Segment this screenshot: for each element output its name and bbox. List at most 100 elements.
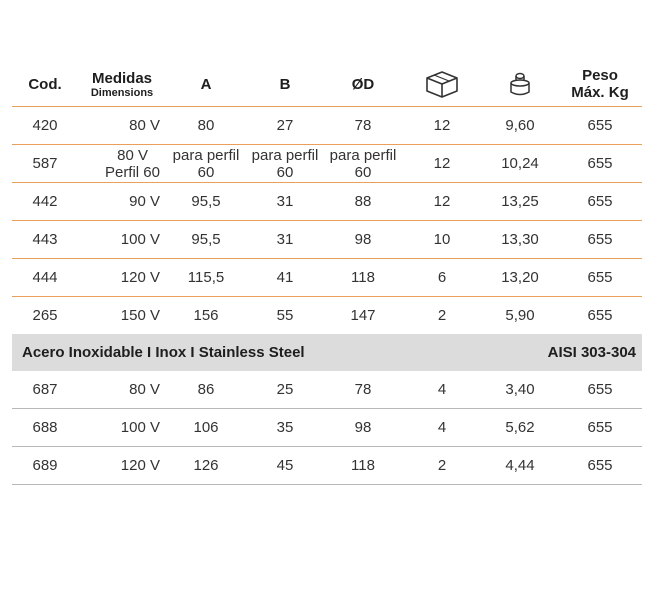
cell-weight: 10,24 bbox=[501, 155, 539, 172]
cell-peso: 655 bbox=[587, 419, 613, 436]
table-row: 265 150 V 156 55 147 2 5,90 655 bbox=[12, 297, 642, 334]
product-table: Cod. Medidas Dimensions A B ØD Peso bbox=[12, 62, 642, 485]
cell-b: 55 bbox=[276, 307, 294, 324]
table-header: Cod. Medidas Dimensions A B ØD Peso bbox=[12, 62, 642, 107]
cell-medidas: 90 V bbox=[129, 193, 160, 210]
cell-peso: 655 bbox=[587, 155, 613, 172]
cell-box-qty: 12 bbox=[433, 155, 451, 172]
cell-peso: 655 bbox=[587, 193, 613, 210]
cell-cod: 265 bbox=[32, 307, 58, 324]
header-a: A bbox=[200, 75, 212, 93]
header-medidas-label: Medidas bbox=[91, 69, 152, 87]
header-b: B bbox=[279, 75, 291, 93]
header-dimensions-label: Dimensions bbox=[90, 86, 154, 99]
cell-medidas: 120 V bbox=[120, 269, 160, 286]
cell-od: 78 bbox=[354, 381, 372, 398]
cell-weight: 13,20 bbox=[501, 269, 539, 286]
table-row: 420 80 V 80 27 78 12 9,60 655 bbox=[12, 107, 642, 145]
cell-medidas: 100 V bbox=[120, 419, 160, 436]
cell-a: 106 bbox=[193, 419, 219, 436]
cell-b: 31 bbox=[276, 231, 294, 248]
table-row: 443 100 V 95,5 31 98 10 13,30 655 bbox=[12, 221, 642, 259]
section-spec: AISI 303-304 bbox=[547, 344, 636, 361]
cell-od: 118 bbox=[351, 269, 375, 286]
cell-a: para perfil 60 bbox=[166, 147, 246, 181]
cell-box-qty: 4 bbox=[437, 419, 447, 436]
cell-box-qty: 4 bbox=[437, 381, 447, 398]
header-peso-label: Peso bbox=[582, 67, 618, 84]
table-row: 587 80 V Perfil 60 para perfil 60 para p… bbox=[12, 145, 642, 183]
cell-weight: 5,90 bbox=[505, 307, 535, 324]
cell-b: 25 bbox=[276, 381, 294, 398]
cell-b-line2: 60 bbox=[276, 163, 294, 181]
cell-box-qty: 12 bbox=[433, 193, 451, 210]
cell-b: para perfil 60 bbox=[246, 147, 324, 181]
cell-peso: 655 bbox=[587, 231, 613, 248]
cell-medidas: 100 V bbox=[120, 231, 160, 248]
cell-weight: 4,44 bbox=[505, 457, 535, 474]
cell-box-qty: 2 bbox=[437, 307, 447, 324]
cell-box-qty: 2 bbox=[437, 457, 447, 474]
header-medidas: Medidas Dimensions bbox=[78, 70, 166, 99]
cell-b: 45 bbox=[276, 457, 294, 474]
cell-medidas: 80 V Perfil 60 bbox=[78, 147, 166, 181]
cell-cod: 688 bbox=[32, 419, 58, 436]
cell-a-line2: 60 bbox=[197, 163, 215, 181]
box-icon bbox=[402, 69, 482, 99]
cell-a: 95,5 bbox=[191, 231, 221, 248]
cell-peso: 655 bbox=[587, 307, 613, 324]
cell-b: 31 bbox=[276, 193, 294, 210]
cell-a-line1: para perfil bbox=[172, 146, 240, 164]
cell-od: 88 bbox=[354, 193, 372, 210]
cell-cod: 444 bbox=[32, 269, 58, 286]
cell-b: 41 bbox=[276, 269, 294, 286]
cell-peso: 655 bbox=[587, 381, 613, 398]
table-row: 687 80 V 86 25 78 4 3,40 655 bbox=[12, 371, 642, 409]
cell-od: 118 bbox=[351, 457, 375, 474]
cell-box-qty: 6 bbox=[437, 269, 447, 286]
cell-od: 98 bbox=[354, 231, 372, 248]
cell-weight: 13,25 bbox=[501, 193, 539, 210]
cell-weight: 9,60 bbox=[505, 117, 535, 134]
cell-weight: 3,40 bbox=[505, 381, 535, 398]
header-peso: Peso Máx. Kg bbox=[558, 67, 642, 101]
cell-medidas: 80 V bbox=[129, 117, 160, 134]
cell-peso: 655 bbox=[587, 269, 613, 286]
cell-box-qty: 12 bbox=[433, 117, 451, 134]
weight-icon bbox=[482, 70, 558, 98]
cell-cod: 420 bbox=[32, 117, 58, 134]
cell-box-qty: 10 bbox=[433, 231, 451, 248]
cell-od-line2: 60 bbox=[354, 163, 372, 181]
cell-cod: 687 bbox=[32, 381, 58, 398]
cell-a: 80 bbox=[197, 117, 215, 134]
cell-cod: 689 bbox=[32, 457, 58, 474]
cell-cod: 587 bbox=[32, 155, 58, 172]
cell-medidas: 150 V bbox=[120, 307, 160, 324]
cell-cod: 442 bbox=[32, 193, 58, 210]
section-header-stainless: Acero Inoxidable I Inox I Stainless Stee… bbox=[12, 334, 642, 371]
cell-b: 27 bbox=[276, 117, 294, 134]
cell-medidas: 80 V bbox=[129, 381, 160, 398]
cell-od-line1: para perfil bbox=[329, 146, 397, 164]
cell-od: 78 bbox=[354, 117, 372, 134]
cell-a: 115,5 bbox=[187, 269, 225, 286]
table-row: 689 120 V 126 45 118 2 4,44 655 bbox=[12, 447, 642, 485]
header-od: ØD bbox=[351, 75, 375, 93]
header-cod: Cod. bbox=[28, 75, 62, 93]
header-max-kg-label: Máx. Kg bbox=[571, 84, 629, 101]
section-title: Acero Inoxidable I Inox I Stainless Stee… bbox=[22, 344, 305, 361]
cell-weight: 5,62 bbox=[505, 419, 535, 436]
table-row: 442 90 V 95,5 31 88 12 13,25 655 bbox=[12, 183, 642, 221]
cell-a: 156 bbox=[193, 307, 219, 324]
table-row: 444 120 V 115,5 41 118 6 13,20 655 bbox=[12, 259, 642, 297]
cell-b-line1: para perfil bbox=[251, 146, 319, 164]
cell-a: 86 bbox=[197, 381, 215, 398]
cell-a: 95,5 bbox=[191, 193, 221, 210]
table-row: 688 100 V 106 35 98 4 5,62 655 bbox=[12, 409, 642, 447]
cell-cod: 443 bbox=[32, 231, 58, 248]
cell-peso: 655 bbox=[587, 117, 613, 134]
cell-a: 126 bbox=[193, 457, 219, 474]
cell-medidas-line1: 80 V bbox=[117, 146, 148, 164]
cell-peso: 655 bbox=[587, 457, 613, 474]
cell-od: para perfil 60 bbox=[324, 147, 402, 181]
